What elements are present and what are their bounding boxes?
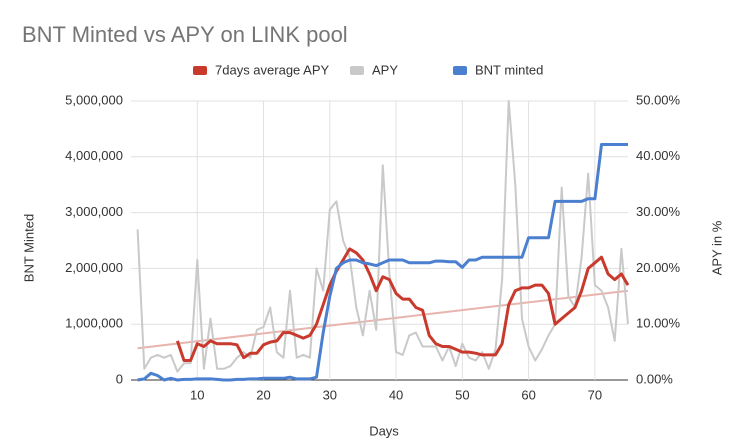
y2-tick-label: 20.00% bbox=[636, 260, 681, 275]
y-tick-label: 1,000,000 bbox=[65, 316, 123, 331]
y-tick-label: 4,000,000 bbox=[65, 148, 123, 163]
series-line bbox=[137, 143, 628, 382]
y2-axis-title: APY in % bbox=[709, 220, 724, 275]
y2-tick-label: 50.00% bbox=[636, 92, 681, 107]
y-tick-label: 3,000,000 bbox=[65, 204, 123, 219]
legend-swatch bbox=[193, 66, 207, 75]
trendline bbox=[137, 289, 629, 350]
y-tick-label: 0 bbox=[116, 371, 123, 386]
y2-tick-label: 0.00% bbox=[636, 371, 673, 386]
legend-swatch bbox=[350, 66, 364, 75]
legend-swatch bbox=[453, 66, 467, 75]
x-tick-label: 10 bbox=[190, 387, 204, 402]
y-axis-title: BNT Minted bbox=[21, 214, 36, 282]
y2-tick-label: 30.00% bbox=[636, 204, 681, 219]
y2-tick-label: 40.00% bbox=[636, 148, 681, 163]
x-tick-label: 40 bbox=[389, 387, 403, 402]
legend-label: 7days average APY bbox=[215, 62, 330, 77]
x-axis-title: Days bbox=[369, 423, 399, 438]
y2-tick-label: 10.00% bbox=[636, 316, 681, 331]
x-tick-label: 70 bbox=[588, 387, 602, 402]
x-tick-label: 30 bbox=[323, 387, 337, 402]
series-line bbox=[136, 100, 629, 373]
x-tick-label: 50 bbox=[455, 387, 469, 402]
x-tick-label: 60 bbox=[521, 387, 535, 402]
legend-label: APY bbox=[372, 62, 398, 77]
y-tick-label: 2,000,000 bbox=[65, 260, 123, 275]
x-tick-label: 20 bbox=[256, 387, 270, 402]
legend-label: BNT minted bbox=[475, 62, 543, 77]
chart-title: BNT Minted vs APY on LINK pool bbox=[22, 22, 348, 47]
series-line bbox=[175, 247, 630, 362]
y-tick-label: 5,000,000 bbox=[65, 92, 123, 107]
